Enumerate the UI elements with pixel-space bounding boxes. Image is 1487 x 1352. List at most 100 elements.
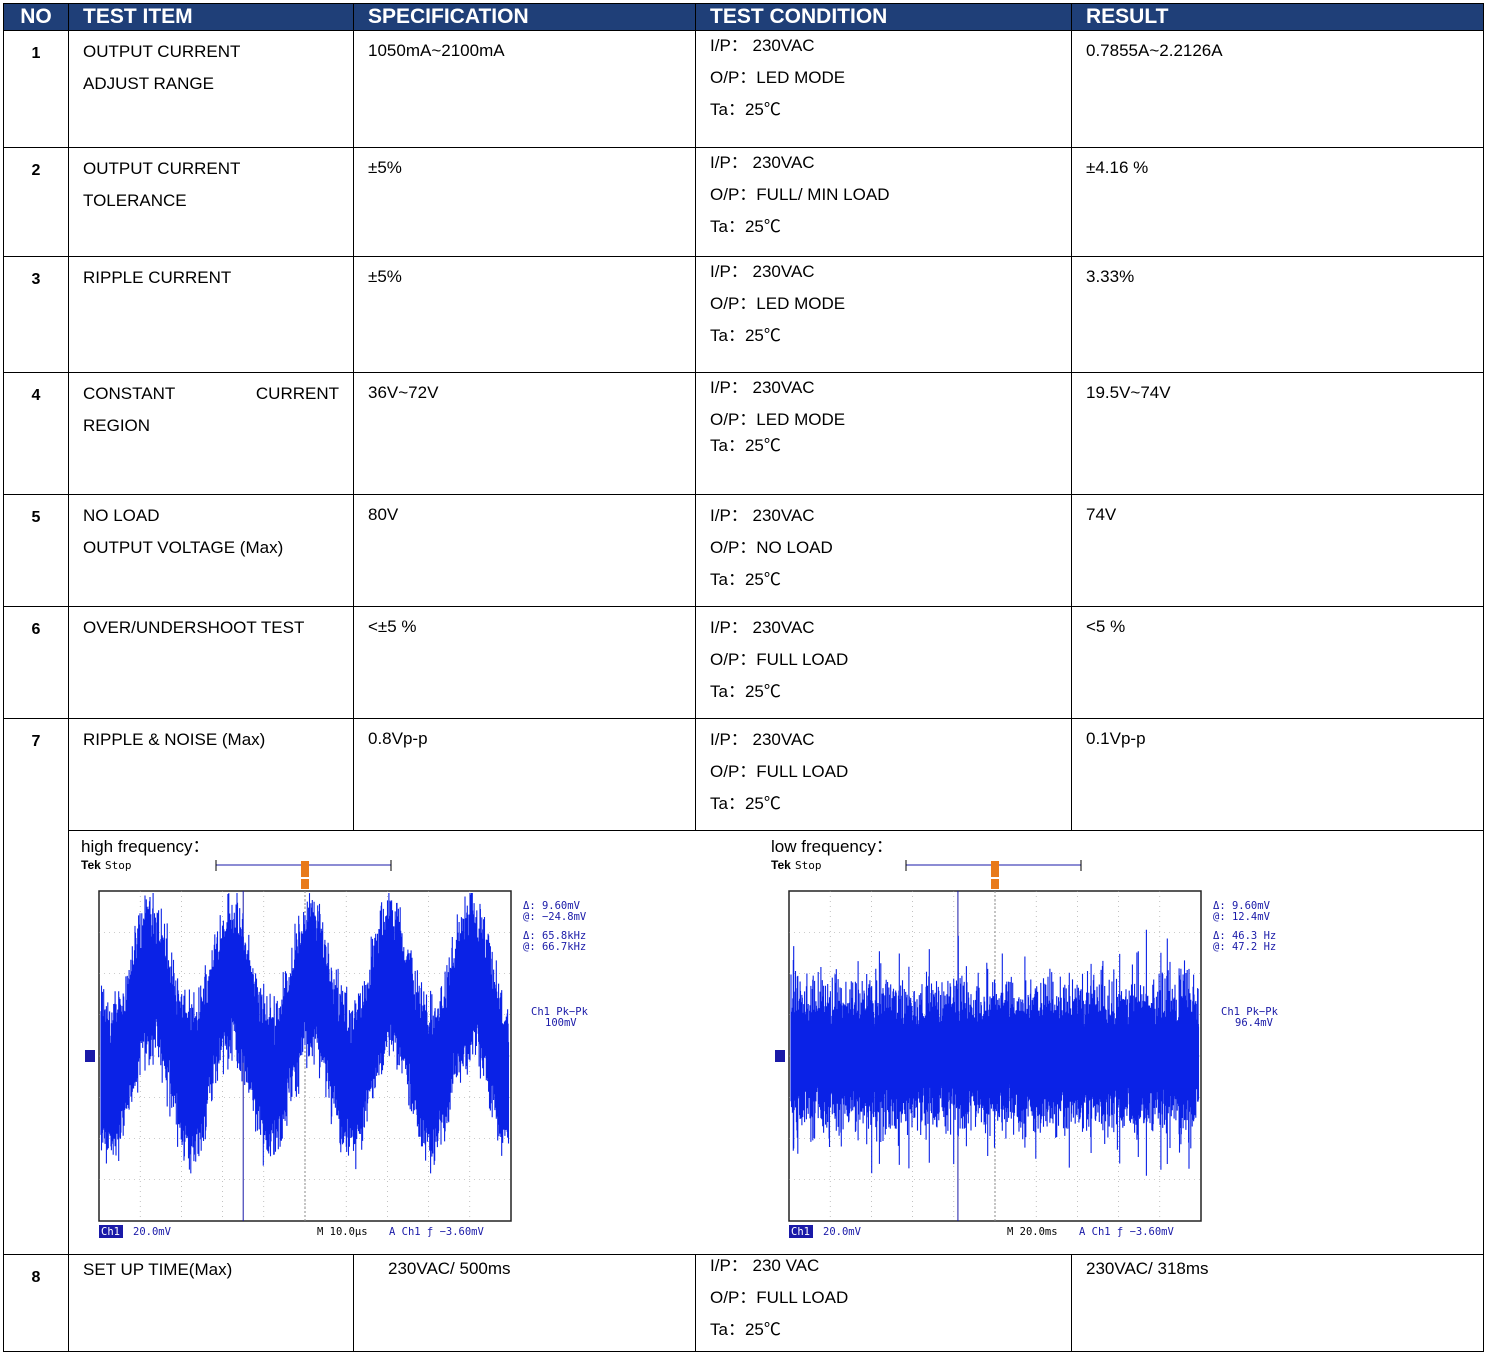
cursor-frequency: @: 47.2 Hz: [1213, 941, 1276, 953]
row-number: 3: [3, 256, 69, 373]
oscilloscope-screenshot: Tek Stop Δ: 9.60mV@: −24.8mV Δ: 65.8kHz@: 6…: [81, 858, 589, 1238]
test-item-text: CURRENT: [255, 384, 339, 403]
result-text: 230VAC/ 318ms: [1086, 1259, 1209, 1278]
cursor-delta-voltage: Δ: 9.60mV: [1213, 900, 1271, 912]
specification-cell: 230VAC/ 500ms: [353, 1254, 696, 1352]
condition-ambient: Ta：25℃: [710, 326, 781, 345]
row-number: 4: [3, 372, 69, 495]
scope-brand: Tek: [81, 858, 101, 872]
specification-cell: ±5%: [353, 256, 696, 373]
test-item-cell: OUTPUT CURRENT ADJUST RANGE: [68, 30, 354, 148]
condition-ambient: Ta：25℃: [710, 570, 781, 589]
condition-ambient: Ta：25℃: [710, 1320, 781, 1339]
measurement-label: Ch1 Pk−Pk: [531, 1006, 589, 1018]
test-item-text: TOLERANCE: [83, 191, 187, 210]
specification-cell: 0.8Vp-p: [353, 718, 696, 831]
channel-label: Ch1: [791, 1226, 810, 1238]
scope-brand: Tek: [771, 858, 791, 872]
result-cell: 230VAC/ 318ms: [1071, 1254, 1484, 1352]
measurement-value: 100mV: [545, 1017, 577, 1029]
row-number: 2: [3, 147, 69, 257]
test-item-cell: SET UP TIME(Max): [68, 1254, 354, 1352]
specification-cell: ±5%: [353, 147, 696, 257]
condition-output: O/P：FULL LOAD: [710, 762, 849, 781]
test-item-text: RIPPLE & NOISE (Max): [83, 730, 266, 749]
table-row: 8 SET UP TIME(Max) 230VAC/ 500ms I/P： 23…: [3, 1254, 1484, 1352]
test-item-text: NO LOAD: [83, 506, 160, 525]
header-specification: SPECIFICATION: [353, 3, 696, 31]
channel-marker: [775, 1050, 785, 1062]
condition-ambient: Ta：25℃: [710, 100, 781, 119]
result-cell: 19.5V~74V: [1071, 372, 1484, 495]
test-condition-cell: I/P： 230VAC O/P：LED MODE Ta：25℃: [695, 372, 1072, 495]
timebase: M 20.0ms: [1007, 1226, 1058, 1238]
channel-scale: 20.0mV: [823, 1226, 862, 1238]
test-item-cell: OUTPUT CURRENT TOLERANCE: [68, 147, 354, 257]
condition-input: I/P： 230VAC: [710, 36, 815, 55]
condition-input: I/P： 230 VAC: [710, 1256, 820, 1275]
header-row: NO TEST ITEM SPECIFICATION TEST CONDITIO…: [3, 3, 1484, 31]
test-item-text: RIPPLE CURRENT: [83, 268, 232, 287]
low-frequency-scope: low frequency： Tek Stop Δ: 9.60mV @: 12.4mV…: [771, 837, 1331, 1247]
scope-state: Stop: [795, 859, 822, 872]
specification-cell: 80V: [353, 494, 696, 607]
header-result: RESULT: [1071, 3, 1484, 31]
high-frequency-scope: high frequency： Tek Stop Δ: 9.60mV @: −24.8…: [81, 837, 641, 1247]
result-cell: <5 %: [1071, 606, 1484, 719]
test-condition-cell: I/P： 230VAC O/P：NO LOAD Ta：25℃: [695, 494, 1072, 607]
condition-output: O/P：LED MODE: [710, 294, 846, 313]
trigger-t-marker: [991, 879, 999, 889]
table-row: 3 RIPPLE CURRENT ±5% I/P： 230VAC O/P：LED…: [3, 256, 1484, 373]
result-cell: 0.1Vp-p: [1071, 718, 1484, 831]
test-condition-cell: I/P： 230VAC O/P：FULL/ MIN LOAD Ta：25℃: [695, 147, 1072, 257]
condition-output: O/P：NO LOAD: [710, 538, 833, 557]
scope-caption: high frequency：: [81, 837, 210, 856]
channel-label: Ch1: [101, 1226, 120, 1238]
condition-output: O/P：LED MODE: [710, 410, 846, 429]
test-item-text: OVER/UNDERSHOOT TEST: [83, 618, 305, 637]
channel-scale: 20.0mV: [133, 1226, 172, 1238]
channel-marker: [85, 1050, 95, 1062]
result-cell: 0.7855A~2.2126A: [1071, 30, 1484, 148]
trigger-position-marker: [991, 861, 999, 877]
ripple-waveform-cell: high frequency： Tek Stop Δ: 9.60mV @: −24.8…: [68, 830, 1484, 1255]
condition-output: O/P：FULL LOAD: [710, 1288, 849, 1307]
trigger-t-marker: [301, 879, 309, 889]
table-row: 5 NO LOAD OUTPUT VOLTAGE (Max) 80V I/P： …: [3, 494, 1484, 607]
test-report-table: NO TEST ITEM SPECIFICATION TEST CONDITIO…: [3, 3, 1484, 1352]
cursor-delta-frequency: Δ: 46.3 Hz: [1213, 930, 1276, 942]
test-item-cell: RIPPLE CURRENT: [68, 256, 354, 373]
condition-input: I/P： 230VAC: [710, 153, 815, 172]
test-item-text: CONSTANT: [83, 384, 176, 403]
condition-input: I/P： 230VAC: [710, 262, 815, 281]
test-item-text: REGION: [83, 416, 151, 435]
waveform-trace: [100, 893, 510, 1174]
test-condition-cell: I/P： 230VAC O/P：LED MODE Ta：25℃: [695, 256, 1072, 373]
test-item-cell: CONSTANT CURRENT REGION: [68, 372, 354, 495]
cursor-delta-frequency: Δ: 65.8kHz: [523, 930, 586, 942]
measurement-label: Ch1 Pk−Pk: [1221, 1006, 1279, 1018]
table-row: 1 OUTPUT CURRENT ADJUST RANGE 1050mA~210…: [3, 30, 1484, 148]
test-condition-cell: I/P： 230VAC O/P：FULL LOAD Ta：25℃: [695, 606, 1072, 719]
condition-output: O/P：LED MODE: [710, 68, 846, 87]
condition-input: I/P： 230VAC: [710, 730, 815, 749]
scope-state: Stop: [105, 859, 132, 872]
condition-input: I/P： 230VAC: [710, 506, 815, 525]
specification-text: 230VAC/ 500ms: [388, 1259, 511, 1278]
condition-input: I/P： 230VAC: [710, 378, 815, 397]
specification-cell: <±5 %: [353, 606, 696, 719]
test-item-text: OUTPUT CURRENT: [83, 159, 241, 178]
condition-ambient: Ta：25℃: [710, 217, 781, 236]
row-number: 8: [3, 1254, 69, 1352]
test-item-text: SET UP TIME(Max): [83, 1260, 233, 1279]
cursor-voltage: @: −24.8mV: [523, 911, 587, 923]
oscilloscope-screenshot: Tek Stop Δ: 9.60mV@: 12.4mV Δ: 46.3 Hz@: 47…: [771, 858, 1279, 1238]
test-item-cell: OVER/UNDERSHOOT TEST: [68, 606, 354, 719]
condition-input: I/P： 230VAC: [710, 618, 815, 637]
ripple-waveform-row: high frequency： Tek Stop Δ: 9.60mV @: −24.8…: [4, 830, 1484, 1255]
header-test-item: TEST ITEM: [68, 3, 354, 31]
measurement-value: 96.4mV: [1235, 1017, 1274, 1029]
specification-cell: 36V~72V: [353, 372, 696, 495]
condition-ambient: Ta：25℃: [710, 436, 781, 455]
test-item-cell: NO LOAD OUTPUT VOLTAGE (Max): [68, 494, 354, 607]
